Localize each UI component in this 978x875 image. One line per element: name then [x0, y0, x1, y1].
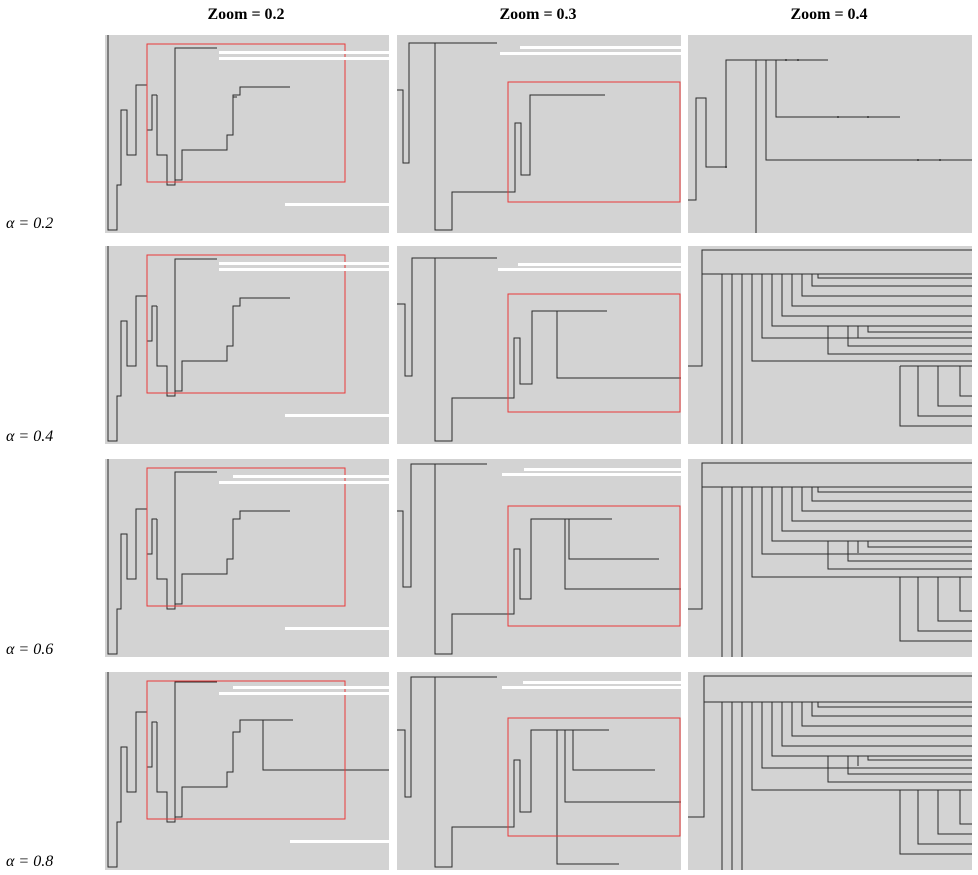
tree-plot [397, 676, 681, 868]
panel-r3-c3 [688, 459, 972, 657]
tree-plot [107, 246, 389, 442]
tree-plot [688, 59, 972, 233]
tree-plot [688, 675, 972, 870]
column-header-zoom-0-4: Zoom = 0.4 [790, 6, 868, 23]
row-label-alpha-0-6: α = 0.6 [6, 641, 54, 658]
panel-r4-c3 [688, 672, 972, 870]
row-label-alpha-0-2: α = 0.2 [6, 215, 54, 232]
row-label-alpha-0-4: α = 0.4 [6, 428, 54, 445]
panel-r1-c3 [688, 35, 972, 233]
panel-r4-c1 [105, 672, 389, 870]
panel-r1-c2 [397, 35, 681, 233]
panel-r2-c3 [688, 246, 972, 444]
tree-plot [397, 463, 681, 655]
tree-plot [688, 462, 972, 657]
panel-r3-c2 [397, 459, 681, 657]
row-label-alpha-0-8: α = 0.8 [6, 853, 54, 870]
column-header-zoom-0-3: Zoom = 0.3 [499, 6, 577, 23]
tree-plot [107, 35, 389, 231]
tree-plot [397, 257, 681, 442]
panel-r3-c1 [105, 459, 389, 657]
panel-r4-c2 [397, 672, 681, 870]
panel-r2-c2 [397, 246, 681, 444]
panel-r1-c1 [105, 35, 389, 233]
tree-plot [397, 42, 681, 231]
column-header-zoom-0-2: Zoom = 0.2 [207, 6, 285, 23]
tree-plot [688, 249, 972, 444]
tree-plot [107, 672, 389, 868]
panel-r2-c1 [105, 246, 389, 444]
tree-plot [107, 459, 389, 655]
